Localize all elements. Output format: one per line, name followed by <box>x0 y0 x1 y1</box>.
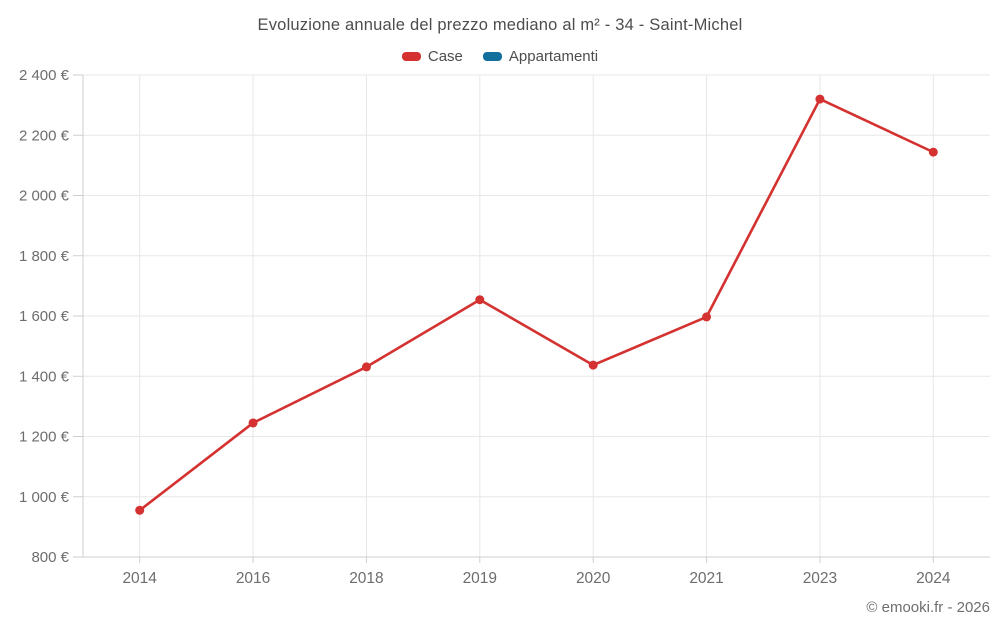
legend-swatch-appartamenti <box>482 51 502 61</box>
legend-swatch-case <box>401 51 421 61</box>
y-axis-label: 2 000 € <box>19 188 70 205</box>
copyright: © emooki.fr - 2026 <box>866 599 990 616</box>
x-axis-label: 2018 <box>349 570 383 587</box>
y-axis-label: 1 800 € <box>19 248 70 265</box>
x-axis-label: 2024 <box>916 570 951 587</box>
x-axis-label: 2023 <box>803 570 837 587</box>
y-axis-label: 1 000 € <box>19 489 70 506</box>
x-axis-label: 2014 <box>122 570 157 587</box>
y-axis-label: 1 600 € <box>19 308 70 325</box>
y-axis-label: 2 400 € <box>19 67 70 84</box>
x-axis-label: 2021 <box>689 570 723 587</box>
y-axis-label: 1 200 € <box>19 429 70 446</box>
data-point-2024[interactable] <box>928 147 938 157</box>
series-line-case <box>138 97 935 512</box>
data-point-2016[interactable] <box>248 418 258 428</box>
legend-item-case[interactable]: Case <box>401 47 463 65</box>
x-axis-label: 2020 <box>576 570 611 587</box>
y-axis-label: 800 € <box>31 549 69 566</box>
data-point-2021[interactable] <box>702 312 712 322</box>
data-point-2020[interactable] <box>588 360 598 370</box>
legend-label-appartamenti: Appartamenti <box>508 47 599 65</box>
legend-label-case: Case <box>427 47 463 65</box>
data-point-2014[interactable] <box>135 505 145 515</box>
legend-item-appartamenti[interactable]: Appartamenti <box>482 47 599 65</box>
data-point-2019[interactable] <box>475 295 485 305</box>
y-axis-label: 1 400 € <box>19 368 70 385</box>
data-point-2018[interactable] <box>361 362 371 372</box>
data-point-2023[interactable] <box>815 94 825 104</box>
chart-title: Evoluzione annuale del prezzo mediano al… <box>257 16 743 34</box>
x-axis-label: 2019 <box>463 570 497 587</box>
y-axis-label: 2 200 € <box>19 127 70 144</box>
legend: Case Appartamenti <box>0 46 1000 66</box>
x-axis-label: 2016 <box>236 570 270 587</box>
